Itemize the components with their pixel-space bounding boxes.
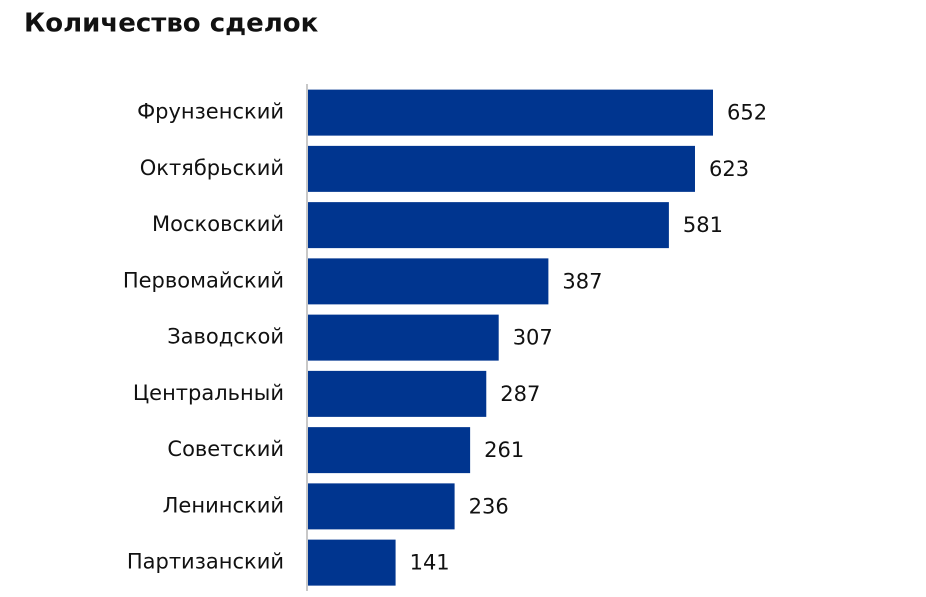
bar xyxy=(308,145,695,192)
value-label: 581 xyxy=(683,213,723,237)
value-label: 652 xyxy=(727,101,767,125)
y-tick-label: Октябрьский xyxy=(140,156,284,180)
value-label: 141 xyxy=(410,551,450,575)
bar xyxy=(308,370,487,417)
bar xyxy=(308,258,549,305)
chart-title: Количество сделок xyxy=(24,9,319,39)
bar xyxy=(308,539,396,586)
bar xyxy=(308,483,455,530)
value-label: 261 xyxy=(484,438,524,462)
y-tick-label: Фрунзенский xyxy=(137,100,284,124)
bar xyxy=(308,202,669,249)
bar xyxy=(308,427,471,474)
value-label: 287 xyxy=(500,382,540,406)
y-tick-label: Советский xyxy=(167,437,284,461)
value-label: 387 xyxy=(562,269,602,293)
y-tick-label: Ленинский xyxy=(163,493,284,517)
y-tick-label: Московский xyxy=(152,212,284,236)
y-tick-label: Первомайский xyxy=(123,268,284,292)
value-label: 307 xyxy=(513,326,553,350)
y-tick-label: Заводской xyxy=(167,325,284,349)
y-tick-label: Партизанский xyxy=(127,550,284,574)
y-tick-label: Центральный xyxy=(133,381,284,405)
bar xyxy=(308,89,713,136)
bar xyxy=(308,314,499,361)
value-label: 236 xyxy=(469,494,509,518)
value-label: 623 xyxy=(709,157,749,181)
